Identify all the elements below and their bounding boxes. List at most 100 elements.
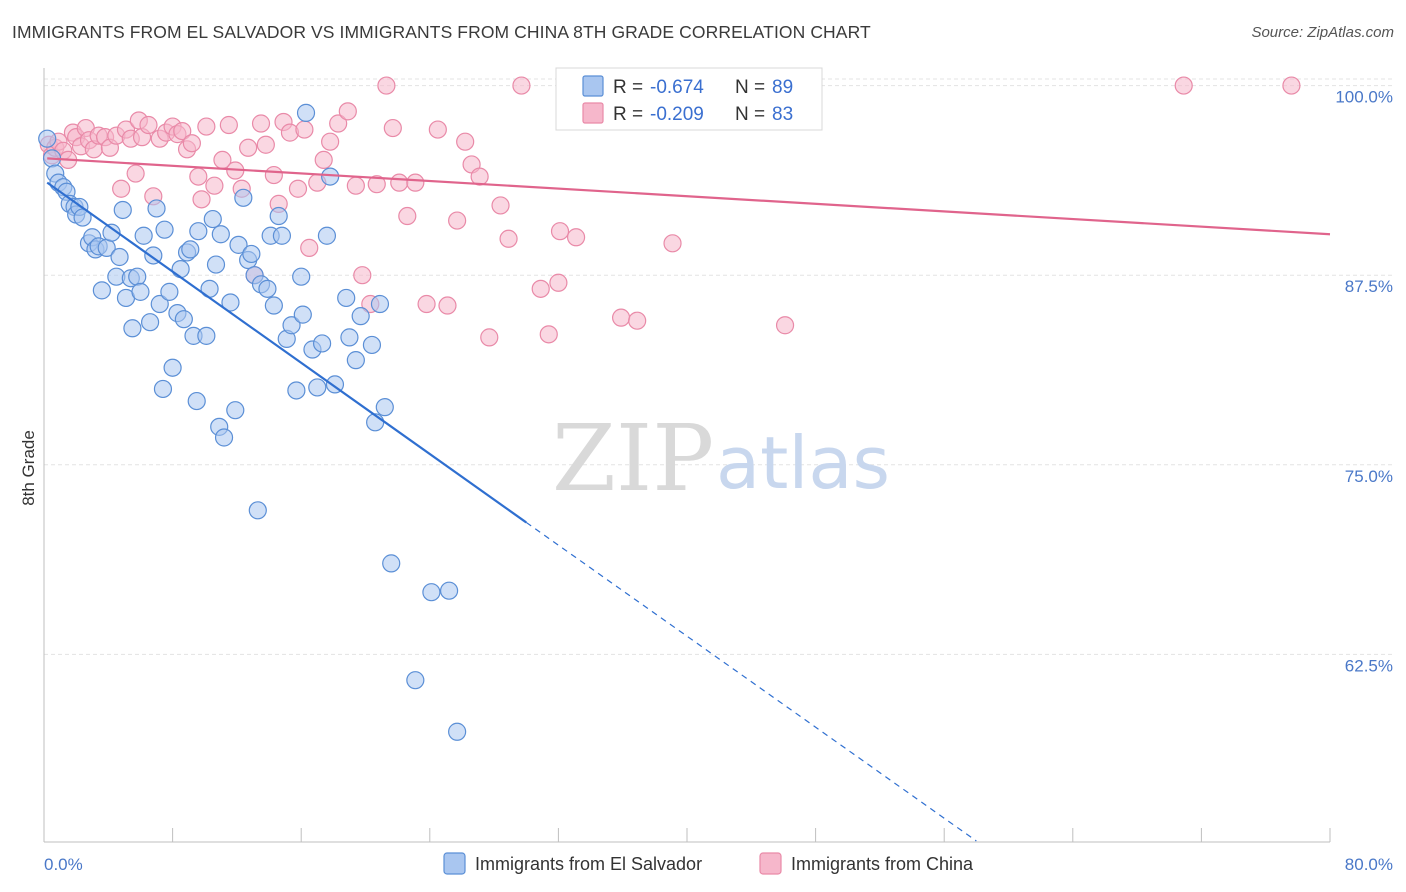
- el-salvador-point: [163, 358, 182, 377]
- el-salvador-point: [351, 307, 370, 326]
- china-point: [321, 132, 340, 151]
- china-point: [139, 115, 158, 135]
- china-point: [338, 102, 357, 121]
- legend-swatch-blue: [582, 75, 604, 97]
- china-point: [512, 76, 531, 95]
- el-salvador-point: [187, 391, 206, 411]
- el-salvador-point: [110, 247, 129, 267]
- el-salvador-point: [382, 554, 401, 573]
- el-salvador-point: [321, 167, 340, 186]
- china-point: [377, 76, 396, 95]
- china-point: [566, 228, 586, 247]
- el-salvador-point: [140, 313, 160, 332]
- el-salvador-point: [206, 255, 226, 274]
- china-point: [398, 206, 417, 226]
- el-salvador-point: [160, 282, 179, 301]
- china-point: [456, 132, 475, 151]
- el-salvador-point: [340, 328, 359, 347]
- legend-r-label: R =: [613, 104, 643, 125]
- china-point: [531, 279, 550, 298]
- series-el-salvador-points: [38, 103, 467, 741]
- el-salvador-point: [406, 671, 425, 690]
- el-salvador-point: [422, 583, 441, 602]
- el-salvador-point: [312, 334, 332, 353]
- china-point: [628, 311, 647, 330]
- watermark-zip: ZIP: [552, 405, 714, 512]
- el-salvador-point: [242, 244, 261, 264]
- axes: [43, 68, 1331, 843]
- el-salvador-point: [189, 222, 208, 241]
- el-salvador-point: [282, 316, 301, 335]
- china-point: [549, 273, 568, 292]
- trend-lines: [46, 157, 1331, 842]
- china-point: [448, 211, 467, 230]
- china-point: [438, 296, 457, 315]
- el-salvador-point: [346, 351, 365, 370]
- china-point: [239, 138, 258, 157]
- el-salvador-point: [272, 226, 292, 245]
- el-salvador-point: [269, 206, 288, 226]
- china-point: [499, 229, 518, 248]
- china-point: [428, 120, 447, 139]
- china-point: [219, 115, 238, 135]
- el-salvador-point: [293, 305, 312, 324]
- grid-lines: [44, 78, 1393, 655]
- china-point: [300, 238, 319, 257]
- el-salvador-point: [370, 294, 390, 314]
- legend-r-value: -0.209: [650, 104, 704, 125]
- el-salvador-point: [221, 293, 240, 312]
- china-point: [264, 165, 283, 185]
- china-point: [251, 114, 271, 133]
- x-tick-label: 0.0%: [44, 855, 83, 874]
- y-tick-label: 100.0%: [1335, 88, 1393, 107]
- china-point: [197, 117, 216, 136]
- el-salvador-point: [150, 294, 169, 314]
- el-salvador-point: [248, 501, 267, 520]
- legend-n-label: N =: [735, 77, 765, 98]
- china-point: [775, 316, 795, 335]
- china-trend-line: [47, 157, 1331, 236]
- el-salvador-point: [123, 319, 142, 338]
- china-point: [390, 173, 409, 192]
- el-salvador-point: [128, 267, 147, 286]
- china-point: [192, 190, 211, 209]
- el-salvador-trend-extension: [525, 521, 977, 842]
- el-salvador-point: [92, 281, 111, 300]
- chart-source: Source: ZipAtlas.com: [1251, 24, 1394, 41]
- legend-r-value: -0.674: [650, 77, 704, 98]
- legend-box: R = -0.674 N = 89 R = -0.209 N = 83: [555, 67, 823, 131]
- el-salvador-point: [229, 235, 248, 254]
- el-salvador-point: [234, 188, 253, 207]
- el-salvador-trend-line: [46, 181, 527, 524]
- el-salvador-point: [147, 199, 166, 218]
- china-point: [470, 167, 489, 186]
- el-salvador-point: [448, 722, 467, 741]
- china-point: [663, 234, 682, 253]
- el-salvador-point: [226, 401, 245, 420]
- el-salvador-point: [203, 209, 222, 229]
- legend-r-label: R =: [613, 77, 643, 98]
- china-point: [173, 121, 192, 141]
- china-point: [189, 167, 208, 186]
- china-point: [417, 294, 436, 314]
- y-axis-label: 8th Grade: [19, 430, 38, 506]
- china-point: [288, 179, 308, 198]
- china-point: [1282, 76, 1301, 95]
- bottom-legend-swatch-blue: [443, 852, 466, 875]
- china-point: [205, 176, 224, 195]
- y-tick-label: 87.5%: [1345, 277, 1393, 296]
- el-salvador-point: [102, 223, 121, 242]
- legend-n-label: N =: [735, 104, 765, 125]
- el-salvador-point: [308, 378, 327, 397]
- el-salvador-point: [153, 379, 173, 399]
- x-tick-label: 80.0%: [1345, 855, 1393, 874]
- china-point: [406, 173, 425, 192]
- bottom-legend-label: Immigrants from China: [791, 854, 974, 874]
- el-salvador-point: [197, 326, 216, 345]
- china-point: [491, 196, 510, 215]
- china-point: [480, 328, 499, 347]
- legend-n-value: 89: [772, 77, 793, 98]
- china-point: [611, 308, 631, 327]
- china-point: [383, 118, 402, 138]
